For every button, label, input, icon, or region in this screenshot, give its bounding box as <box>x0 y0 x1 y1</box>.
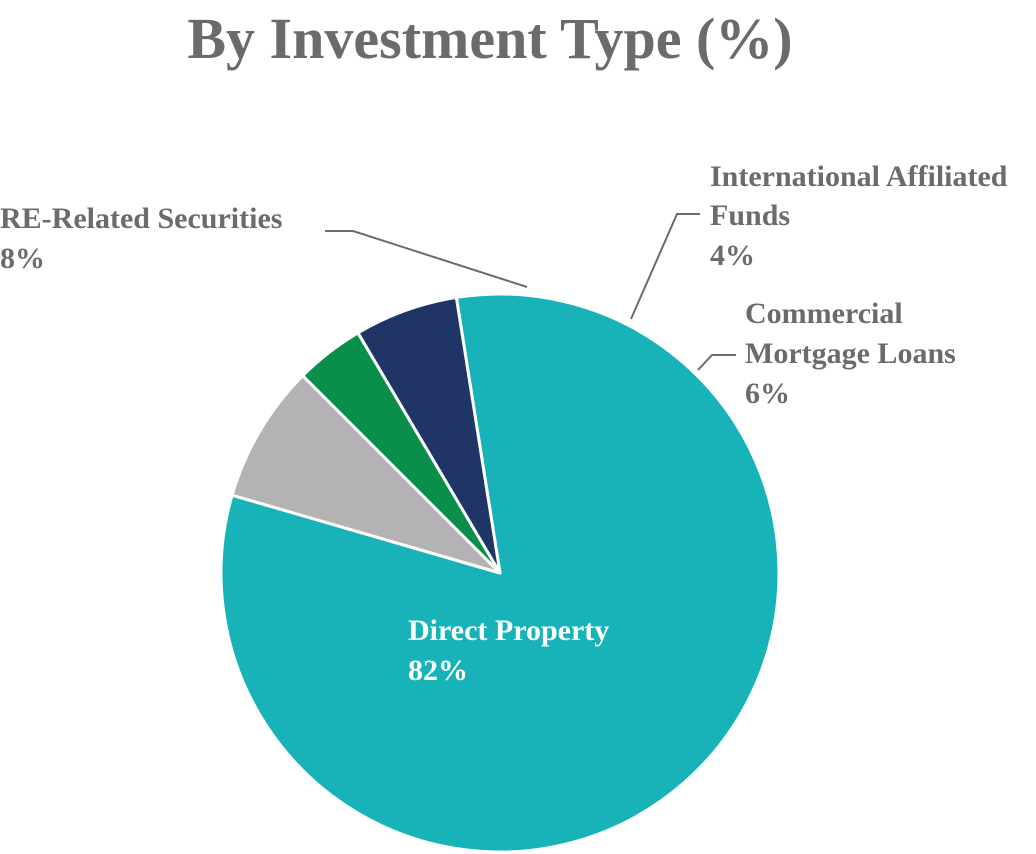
slice-label-direct-property: Direct Property <box>408 614 609 647</box>
pie-slice-re-related-securities <box>230 374 502 575</box>
leader-line-re-related-securities <box>325 230 528 288</box>
chart-title: By Investment Type (%) <box>187 6 793 71</box>
slice-value-label-re-related-securities: 8% <box>0 242 45 275</box>
slice-label-commercial-mortgage-loans: Commercial <box>745 297 903 330</box>
leader-line-commercial-mortgage-loans <box>697 354 736 371</box>
slice-value-label-direct-property: 82% <box>408 654 468 687</box>
slice-label-international-affiliated-funds: Funds <box>710 199 790 232</box>
leader-line-international-affiliated-funds <box>630 213 700 320</box>
slice-value-label-commercial-mortgage-loans: 6% <box>745 377 790 410</box>
pie-slice-commercial-mortgage-loans <box>356 295 502 575</box>
slice-label-commercial-mortgage-loans: Mortgage Loans <box>745 337 956 370</box>
slice-label-international-affiliated-funds: International Affiliated <box>710 160 1008 193</box>
slice-label-re-related-securities: RE-Related Securities <box>0 202 282 235</box>
slice-value-label-international-affiliated-funds: 4% <box>710 239 755 272</box>
